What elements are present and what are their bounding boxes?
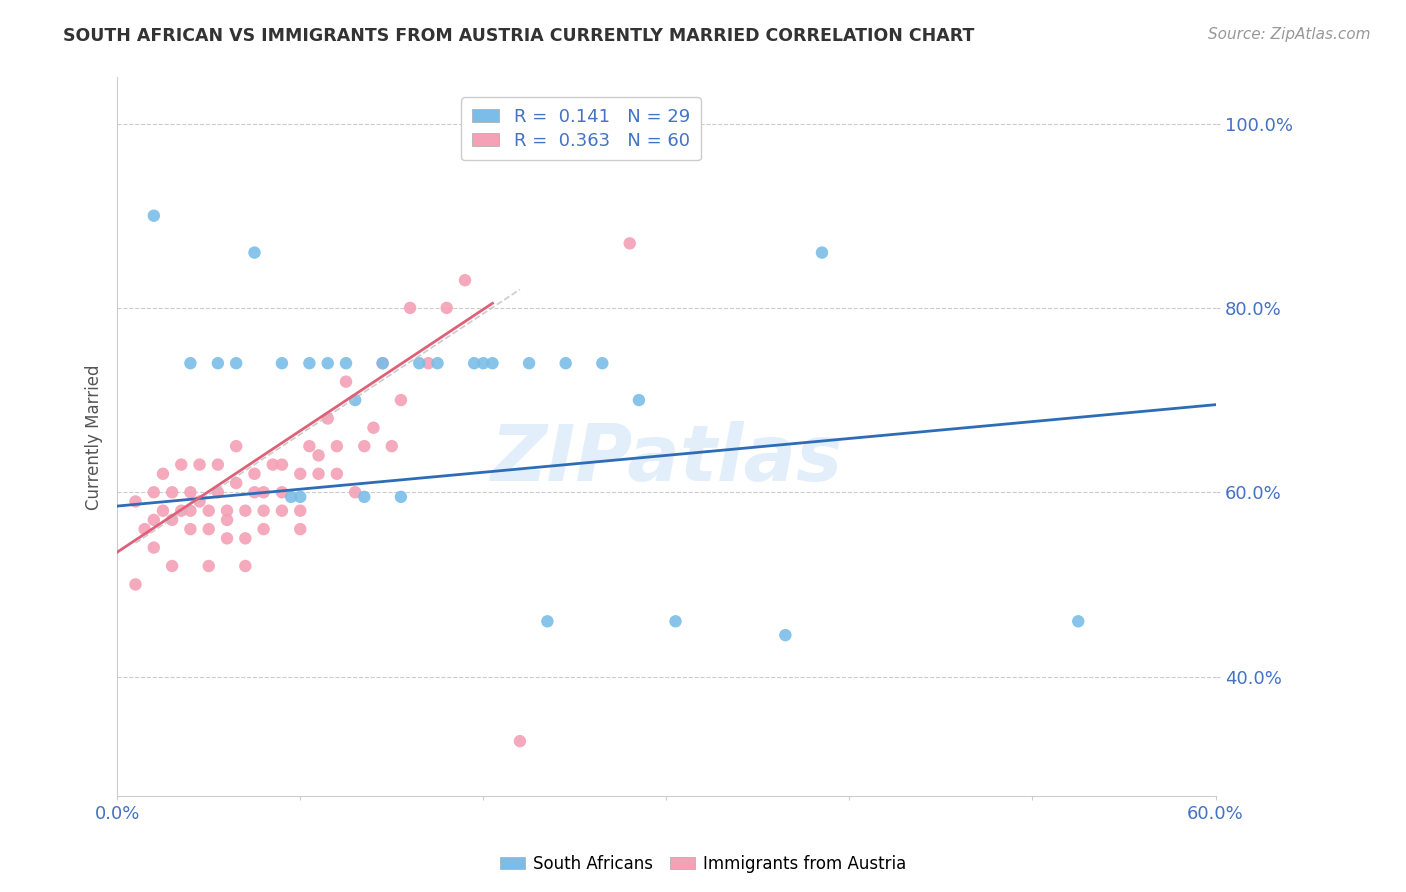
Point: [298, 356, 321, 370]
Point: [418, 356, 440, 370]
Point: [179, 504, 201, 518]
Point: [280, 490, 302, 504]
Point: [308, 467, 330, 481]
Point: [207, 458, 229, 472]
Point: [243, 245, 266, 260]
Point: [197, 504, 219, 518]
Point: [389, 490, 412, 504]
Point: [316, 356, 339, 370]
Legend: R =  0.141   N = 29, R =  0.363   N = 60: R = 0.141 N = 29, R = 0.363 N = 60: [461, 97, 700, 161]
Point: [243, 467, 266, 481]
Point: [472, 356, 495, 370]
Point: [335, 375, 357, 389]
Point: [233, 504, 256, 518]
Point: [152, 504, 174, 518]
Point: [399, 301, 422, 315]
Point: [215, 532, 238, 546]
Point: [152, 467, 174, 481]
Point: [326, 439, 349, 453]
Point: [517, 356, 540, 370]
Point: [335, 356, 357, 370]
Point: [160, 513, 183, 527]
Point: [253, 504, 276, 518]
Point: [290, 504, 312, 518]
Point: [170, 504, 193, 518]
Point: [408, 356, 430, 370]
Point: [233, 532, 256, 546]
Point: [124, 494, 146, 508]
Point: [262, 458, 284, 472]
Legend: South Africans, Immigrants from Austria: South Africans, Immigrants from Austria: [494, 848, 912, 880]
Point: [271, 485, 294, 500]
Point: [271, 356, 294, 370]
Point: [290, 490, 312, 504]
Point: [775, 628, 797, 642]
Point: [481, 356, 503, 370]
Point: [326, 467, 349, 481]
Point: [197, 522, 219, 536]
Point: [160, 559, 183, 574]
Point: [271, 458, 294, 472]
Point: [298, 439, 321, 453]
Point: [225, 439, 247, 453]
Point: [290, 467, 312, 481]
Point: [188, 494, 211, 508]
Point: [225, 476, 247, 491]
Point: [124, 577, 146, 591]
Point: [215, 513, 238, 527]
Point: [160, 485, 183, 500]
Point: [344, 393, 367, 408]
Point: [811, 245, 834, 260]
Point: [215, 504, 238, 518]
Point: [353, 439, 375, 453]
Point: [344, 485, 367, 500]
Point: [142, 209, 165, 223]
Point: [591, 356, 613, 370]
Point: [188, 458, 211, 472]
Point: [1067, 615, 1090, 629]
Point: [363, 421, 385, 435]
Point: [536, 615, 558, 629]
Point: [207, 356, 229, 370]
Point: [308, 449, 330, 463]
Point: [243, 485, 266, 500]
Point: [664, 615, 686, 629]
Point: [436, 301, 458, 315]
Point: [253, 485, 276, 500]
Point: [142, 513, 165, 527]
Point: [509, 734, 531, 748]
Point: [389, 393, 412, 408]
Point: [463, 356, 485, 370]
Point: [381, 439, 404, 453]
Point: [253, 522, 276, 536]
Text: ZIPatlas: ZIPatlas: [491, 420, 842, 497]
Text: Source: ZipAtlas.com: Source: ZipAtlas.com: [1208, 27, 1371, 42]
Point: [316, 411, 339, 425]
Point: [179, 485, 201, 500]
Point: [134, 522, 156, 536]
Point: [619, 236, 641, 251]
Text: SOUTH AFRICAN VS IMMIGRANTS FROM AUSTRIA CURRENTLY MARRIED CORRELATION CHART: SOUTH AFRICAN VS IMMIGRANTS FROM AUSTRIA…: [63, 27, 974, 45]
Point: [371, 356, 394, 370]
Point: [142, 485, 165, 500]
Point: [197, 559, 219, 574]
Point: [426, 356, 449, 370]
Y-axis label: Currently Married: Currently Married: [86, 364, 103, 509]
Point: [627, 393, 650, 408]
Point: [290, 522, 312, 536]
Point: [271, 504, 294, 518]
Point: [233, 559, 256, 574]
Point: [179, 522, 201, 536]
Point: [554, 356, 576, 370]
Point: [142, 541, 165, 555]
Point: [353, 490, 375, 504]
Point: [371, 356, 394, 370]
Point: [179, 356, 201, 370]
Point: [170, 458, 193, 472]
Point: [207, 485, 229, 500]
Point: [454, 273, 477, 287]
Point: [225, 356, 247, 370]
